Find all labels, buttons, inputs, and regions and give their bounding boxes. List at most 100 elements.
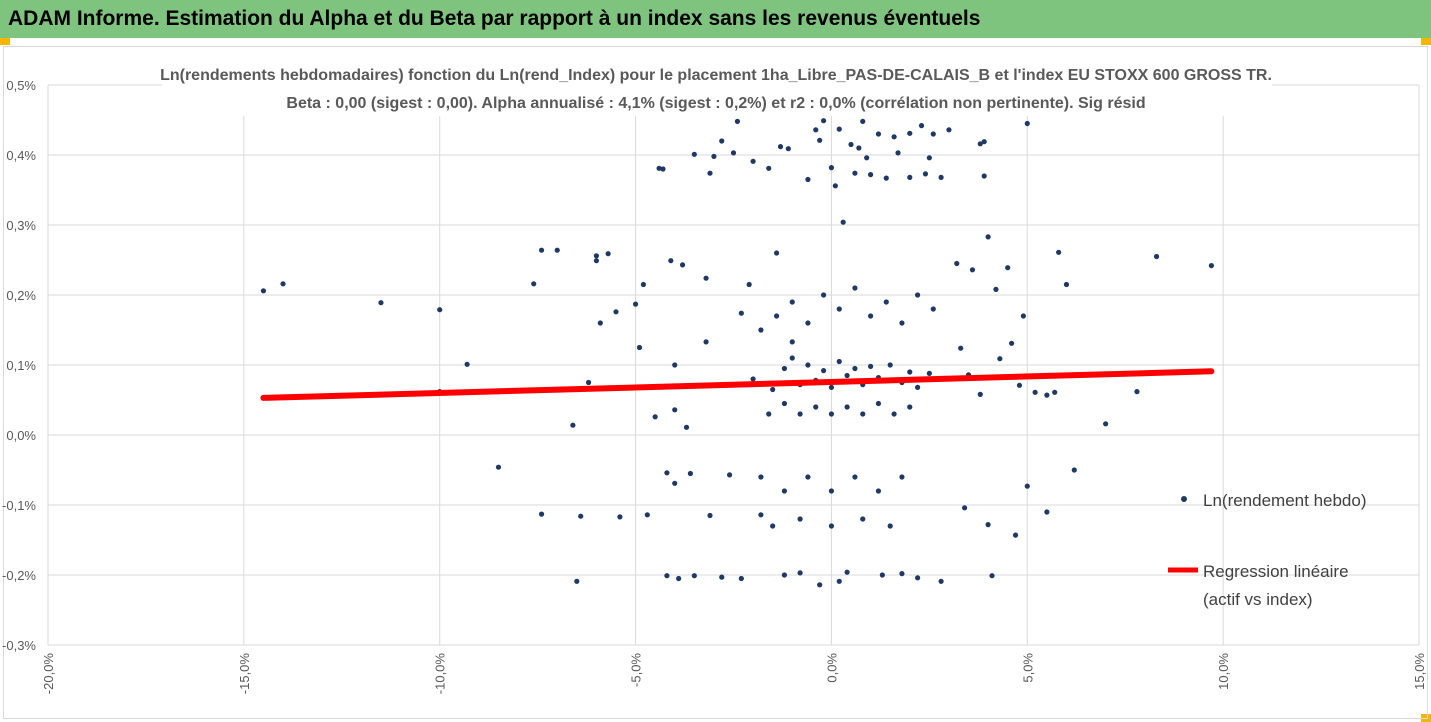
legend-label-scatter: Ln(rendement hebdo): [1203, 491, 1367, 510]
data-point: [907, 130, 913, 136]
data-point: [437, 307, 443, 313]
report-title: ADAM Informe. Estimation du Alpha et du …: [8, 7, 981, 30]
chart-frame: [3, 46, 1428, 719]
data-point: [1134, 389, 1140, 395]
data-point: [531, 281, 537, 287]
data-point: [938, 578, 944, 584]
data-point: [805, 320, 811, 326]
data-point: [789, 355, 795, 361]
data-point: [828, 411, 835, 417]
regression-line: [260, 368, 1215, 401]
data-point: [726, 472, 733, 478]
data-point: [280, 281, 286, 287]
data-point: [958, 345, 964, 351]
data-point: [719, 574, 725, 580]
data-point: [805, 362, 811, 368]
title-background: [162, 60, 1272, 116]
data-point: [985, 234, 991, 240]
data-point: [899, 571, 905, 577]
data-point: [640, 281, 647, 288]
data-point: [852, 474, 858, 480]
data-point: [1016, 382, 1023, 388]
data-point: [719, 138, 725, 144]
data-point: [538, 511, 545, 517]
data-point: [593, 253, 600, 259]
data-point: [962, 505, 968, 511]
data-point: [820, 292, 827, 298]
data-point: [773, 313, 780, 319]
data-point: [707, 512, 713, 519]
x-tick-label: 0,0%: [824, 653, 839, 683]
data-point: [593, 258, 600, 264]
data-point: [1071, 467, 1077, 473]
data-point: [875, 131, 882, 137]
data-point: [672, 480, 678, 486]
data-point: [875, 400, 882, 407]
data-point: [887, 523, 893, 529]
data-point: [664, 470, 670, 476]
data-point: [930, 131, 936, 137]
data-point: [1153, 253, 1160, 260]
data-point: [464, 361, 470, 367]
x-axis-ticks: -20,0% -15,0% -10,0% -5,0% 0,0% 5,0% 10,0% 15,0…: [41, 653, 1427, 695]
data-point: [679, 262, 686, 268]
data-point: [789, 339, 795, 345]
data-point: [895, 150, 901, 156]
grid: [47, 84, 1420, 646]
data-point: [574, 578, 580, 584]
data-point: [828, 165, 835, 171]
data-point: [781, 400, 788, 407]
data-point: [899, 474, 905, 480]
data-point: [868, 172, 874, 178]
data-point: [691, 573, 697, 579]
data-point: [738, 310, 744, 316]
data-point: [785, 146, 791, 152]
y-tick-label: 0,0%: [6, 428, 36, 443]
data-point: [664, 573, 670, 579]
data-point: [1005, 265, 1011, 271]
data-point: [946, 127, 952, 133]
scatter-points: [260, 118, 1214, 588]
data-point: [758, 474, 764, 480]
data-point: [836, 578, 842, 584]
y-tick-label: 0,3%: [6, 218, 36, 233]
data-point: [915, 575, 921, 581]
data-point: [781, 365, 788, 372]
data-point: [879, 572, 885, 578]
data-point: [750, 376, 756, 382]
data-point: [676, 575, 682, 582]
data-point: [1044, 392, 1050, 398]
data-point: [883, 175, 889, 181]
legend-label-regression-line-1: Regression linéaire: [1203, 562, 1349, 581]
data-point: [864, 155, 870, 161]
data-point: [817, 582, 823, 588]
data-point: [777, 144, 784, 150]
data-point: [989, 573, 995, 579]
data-point: [981, 139, 987, 145]
y-tick-label: 0,4%: [6, 148, 36, 163]
data-point: [852, 285, 858, 291]
data-point: [1208, 263, 1214, 269]
data-point: [891, 134, 897, 140]
data-point: [789, 299, 795, 305]
data-point: [1012, 532, 1019, 538]
x-tick-label: 10,0%: [1216, 653, 1231, 690]
data-point: [930, 306, 936, 312]
data-point: [868, 313, 874, 319]
data-point: [828, 523, 835, 529]
y-tick-label: -0,3%: [2, 638, 36, 653]
data-point: [844, 404, 850, 410]
chart-title: Ln(rendements hebdomadaires) fonction du…: [160, 60, 1272, 116]
data-point: [805, 176, 811, 183]
data-point: [1020, 313, 1026, 319]
data-point: [758, 327, 764, 333]
data-point: [1044, 509, 1050, 515]
data-point: [844, 372, 850, 379]
data-point: [1024, 120, 1030, 127]
data-point: [1009, 340, 1015, 346]
data-point: [836, 358, 842, 365]
data-point: [597, 320, 603, 326]
data-point: [711, 153, 717, 159]
data-point: [836, 306, 842, 312]
